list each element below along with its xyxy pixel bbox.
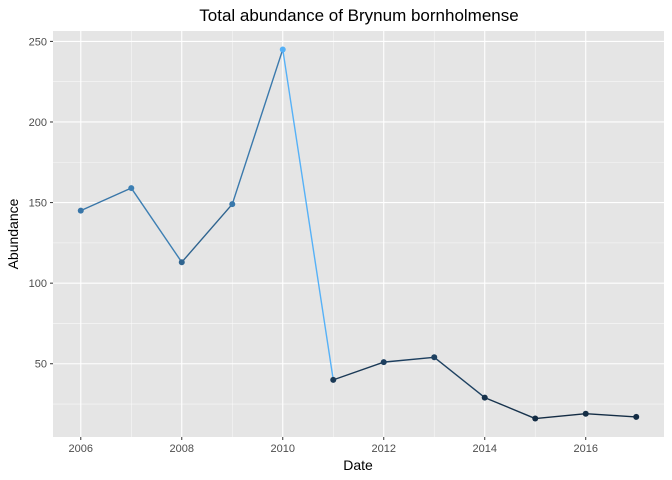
data-point bbox=[330, 376, 337, 383]
x-tick-label: 2014 bbox=[472, 443, 496, 455]
line-segment bbox=[433, 356, 486, 399]
line-segment bbox=[535, 413, 586, 420]
minor-gridlines bbox=[53, 31, 664, 437]
line-segment bbox=[231, 49, 284, 205]
line-segment bbox=[80, 187, 132, 212]
y-tick-label: 250 bbox=[29, 36, 47, 48]
data-point bbox=[582, 410, 589, 417]
data-point bbox=[532, 415, 539, 422]
data-point bbox=[633, 413, 640, 420]
x-tick-label: 2006 bbox=[69, 443, 93, 455]
line-segment bbox=[585, 413, 637, 418]
x-tick-label: 2010 bbox=[271, 443, 295, 455]
data-point bbox=[128, 185, 135, 192]
line-segment bbox=[333, 361, 384, 381]
y-tick-label: 200 bbox=[29, 117, 47, 129]
data-point bbox=[229, 201, 236, 208]
y-axis-title: Abundance bbox=[5, 198, 21, 269]
data-point bbox=[279, 46, 286, 53]
data-point bbox=[431, 354, 438, 361]
data-point bbox=[380, 359, 387, 366]
major-gridlines bbox=[53, 31, 664, 437]
line-segment bbox=[130, 187, 183, 263]
y-tick-label: 50 bbox=[35, 359, 47, 371]
data-point bbox=[178, 259, 185, 266]
series-points bbox=[77, 46, 640, 422]
x-axis-ticks: 2006 2008 2010 2012 2014 2016 bbox=[69, 437, 598, 455]
y-tick-label: 150 bbox=[29, 198, 47, 210]
x-axis-title: Date bbox=[343, 457, 373, 473]
x-tick-label: 2016 bbox=[573, 443, 597, 455]
data-point bbox=[481, 394, 488, 401]
chart-title: Total abundance of Brynum bornholmense bbox=[199, 6, 518, 25]
y-axis-ticks: 50 100 150 200 250 bbox=[29, 36, 53, 371]
line-segment bbox=[484, 396, 536, 420]
x-tick-label: 2012 bbox=[372, 443, 396, 455]
y-tick-label: 100 bbox=[29, 278, 47, 290]
line-segment bbox=[282, 49, 334, 380]
line-segment bbox=[383, 356, 435, 363]
x-tick-label: 2008 bbox=[170, 443, 194, 455]
data-point bbox=[77, 207, 84, 214]
series-line bbox=[80, 49, 637, 420]
line-segment bbox=[181, 203, 233, 263]
plot-panel bbox=[53, 31, 664, 437]
